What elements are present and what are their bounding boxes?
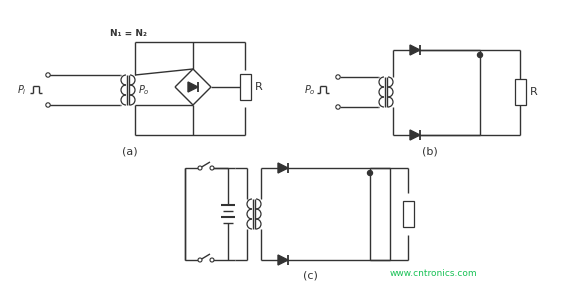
Text: (a): (a) [122,147,138,157]
Circle shape [46,103,50,107]
Circle shape [198,166,202,170]
Text: www.cntronics.com: www.cntronics.com [390,269,477,278]
Circle shape [46,73,50,77]
Circle shape [198,258,202,262]
Text: $P_o$: $P_o$ [304,83,316,97]
Text: $P_o$: $P_o$ [138,83,150,97]
Circle shape [210,258,214,262]
Circle shape [477,53,482,57]
Polygon shape [278,255,288,265]
Text: N₁ = N₂: N₁ = N₂ [110,29,147,38]
Polygon shape [410,130,420,140]
Bar [403,201,413,227]
Text: $P_i$: $P_i$ [17,83,27,97]
Circle shape [210,166,214,170]
Text: (b): (b) [422,147,438,157]
Polygon shape [410,45,420,55]
Polygon shape [278,163,288,173]
Text: R: R [530,87,538,97]
Text: R: R [255,82,263,92]
Circle shape [368,170,372,175]
Text: (c): (c) [303,270,317,280]
Bar [514,79,525,105]
Circle shape [336,75,340,79]
Bar [239,74,251,100]
Polygon shape [188,82,198,92]
Circle shape [336,105,340,109]
